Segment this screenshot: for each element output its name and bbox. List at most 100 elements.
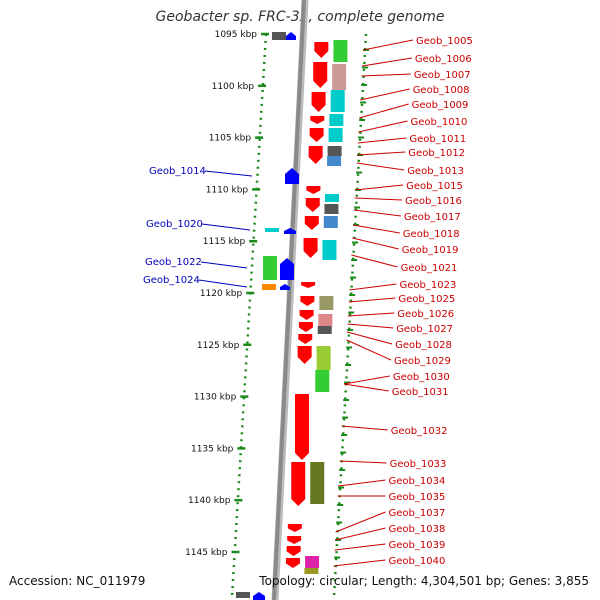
reverse-label-leader [346, 331, 393, 345]
reverse-gene-arrow [287, 524, 302, 532]
forward-label-leader [200, 261, 248, 269]
reverse-gene-label: Geob_1018 [403, 229, 460, 240]
annotation-box [329, 114, 344, 126]
accession-line: Accession: NC_011979 [9, 574, 145, 588]
scale-tick-label: 1145 kbp [185, 548, 228, 558]
forward-gene-arrow [280, 258, 294, 280]
reverse-label-leader [347, 312, 395, 317]
reverse-gene-arrow [304, 216, 319, 230]
backbone-line [272, 0, 306, 600]
forward-label-leader [204, 170, 253, 177]
accession-label: Accession: [9, 574, 73, 588]
topology-value: circular; [319, 574, 368, 588]
annotation-box [323, 216, 338, 228]
annotation-box [316, 346, 331, 370]
genes-value: 3,855 [554, 574, 589, 588]
annotation-box [305, 556, 320, 568]
forward-annotation-box [272, 32, 286, 40]
reverse-label-leader [357, 137, 407, 144]
annotation-box [304, 568, 319, 574]
annotation-box [315, 370, 330, 392]
reverse-gene-label: Geob_1013 [407, 166, 464, 177]
annotation-box [310, 462, 325, 504]
reverse-gene-label: Geob_1006 [415, 54, 472, 65]
reverse-label-leader [362, 39, 414, 51]
reverse-gene-label: Geob_1026 [397, 309, 454, 320]
scale-tick-label: 1140 kbp [188, 496, 231, 506]
reverse-label-leader [343, 375, 390, 385]
reverse-label-leader [359, 103, 409, 119]
reverse-gene-label: Geob_1010 [411, 117, 468, 128]
annotation-box [317, 326, 332, 334]
reverse-label-leader [335, 511, 386, 533]
forward-annotation-box [265, 228, 279, 232]
reverse-gene-label: Geob_1039 [389, 540, 446, 551]
reverse-gene-label: Geob_1027 [396, 324, 453, 335]
forward-gene-label: Geob_1024 [143, 275, 200, 286]
reverse-gene-arrow [305, 198, 320, 212]
length-value: 4,304,501 bp; [420, 574, 506, 588]
annotation-box [327, 146, 342, 156]
reverse-gene-label: Geob_1028 [395, 340, 452, 351]
reverse-gene-label: Geob_1025 [398, 294, 455, 305]
reverse-label-leader [354, 197, 403, 201]
forward-gene-label: Geob_1022 [145, 257, 202, 268]
reverse-gene-arrow [287, 536, 302, 544]
reverse-label-leader [356, 162, 405, 171]
annotation-box [324, 194, 339, 202]
reverse-gene-label: Geob_1033 [390, 459, 447, 470]
reverse-gene-arrow [306, 186, 321, 194]
forward-gene-arrow [286, 32, 296, 40]
reverse-label-leader [338, 479, 386, 487]
reverse-gene-arrow [286, 546, 301, 556]
map-title: Geobacter sp. FRC-32, complete genome [155, 9, 445, 25]
reverse-label-leader [348, 297, 396, 303]
reverse-gene-label: Geob_1019 [402, 245, 459, 256]
accession-value: NC_011979 [76, 574, 146, 588]
reverse-label-leader [339, 460, 387, 464]
forward-gene-label: Geob_1020 [146, 219, 203, 230]
reverse-gene-arrow [309, 128, 324, 142]
reverse-gene-label: Geob_1023 [400, 280, 457, 291]
reverse-label-leader [353, 209, 401, 217]
reverse-label-leader [341, 425, 388, 431]
reverse-label-leader [351, 254, 398, 268]
reverse-label-leader [357, 151, 406, 156]
reverse-gene-arrow [301, 282, 316, 288]
reverse-label-leader [358, 120, 408, 133]
reverse-gene-arrow [291, 462, 306, 506]
reverse-gene-arrow [300, 296, 315, 306]
annotation-box [318, 314, 333, 326]
reverse-label-leader [346, 339, 392, 361]
reverse-gene-label: Geob_1021 [401, 263, 458, 274]
reverse-gene-arrow [299, 310, 314, 320]
reverse-label-leader [352, 237, 399, 250]
scale-tick-label: 1135 kbp [191, 444, 234, 454]
reverse-gene-label: Geob_1040 [389, 556, 446, 567]
reverse-gene-arrow [285, 558, 300, 568]
annotation-box [330, 90, 345, 112]
genome-summary: Topology: circular; Length: 4,304,501 bp… [259, 574, 589, 588]
annotation-box [319, 296, 334, 310]
annotation-box [327, 156, 342, 166]
forward-annotation-box [236, 592, 250, 598]
reverse-gene-label: Geob_1012 [408, 148, 465, 159]
length-label: Length: [371, 574, 418, 588]
reverse-gene-label: Geob_1034 [389, 476, 446, 487]
reverse-gene-arrow [298, 334, 313, 344]
reverse-gene-label: Geob_1015 [406, 181, 463, 192]
forward-annotation-box [263, 256, 277, 280]
reverse-label-leader [334, 543, 386, 551]
reverse-gene-label: Geob_1005 [416, 36, 473, 47]
reverse-gene-arrow [311, 92, 326, 112]
annotation-box [333, 40, 348, 62]
reverse-label-leader [362, 57, 412, 67]
reverse-gene-label: Geob_1029 [394, 356, 451, 367]
reverse-label-leader [349, 283, 397, 291]
left-dotted-boundary [230, 33, 268, 598]
reverse-gene-label: Geob_1035 [389, 492, 446, 503]
reverse-gene-arrow [310, 116, 325, 124]
reverse-gene-arrow [308, 146, 323, 164]
reverse-gene-label: Geob_1038 [389, 524, 446, 535]
